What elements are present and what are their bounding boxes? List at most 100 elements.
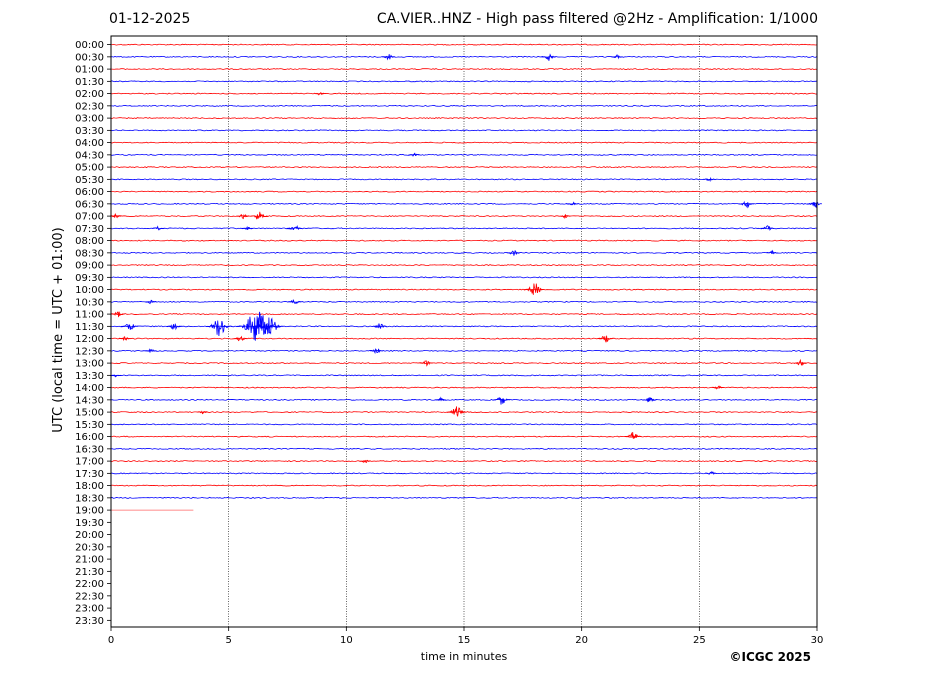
x-tick-labels: 0 5 10 15 20 25 30 bbox=[108, 627, 824, 646]
seismic-event bbox=[166, 323, 182, 331]
y-tick-label: 00:00 bbox=[75, 40, 104, 51]
seismic-event bbox=[109, 212, 122, 219]
seismic-event bbox=[738, 200, 754, 209]
seismic-event bbox=[540, 53, 557, 61]
trace-17:00 bbox=[110, 460, 818, 463]
y-tick-label: 17:00 bbox=[75, 457, 104, 468]
y-axis-label: UTC (local time = UTC + 01:00) bbox=[51, 227, 66, 432]
y-tick-label: 21:30 bbox=[75, 567, 104, 578]
y-tick-label: 10:30 bbox=[75, 297, 104, 308]
trace-18:00 bbox=[110, 484, 818, 487]
date-label: 01-12-2025 bbox=[109, 11, 191, 27]
y-tick-label: 09:00 bbox=[75, 261, 104, 272]
y-tick-label: 01:30 bbox=[75, 77, 104, 88]
y-tick-label: 14:00 bbox=[75, 383, 104, 394]
x-axis-label: time in minutes bbox=[421, 650, 508, 663]
y-tick-label: 13:30 bbox=[75, 371, 104, 382]
y-tick-label: 14:30 bbox=[75, 395, 104, 406]
seismic-event bbox=[760, 225, 775, 231]
trace-02:00 bbox=[110, 92, 818, 95]
trace-13:30 bbox=[110, 374, 818, 377]
trace-10:30 bbox=[110, 300, 818, 303]
seismic-event bbox=[371, 323, 387, 329]
trace-13:00 bbox=[110, 362, 818, 365]
seismic-event bbox=[120, 323, 139, 330]
trace-09:00 bbox=[110, 264, 818, 267]
seismic-event bbox=[152, 225, 164, 231]
y-tick-label: 22:30 bbox=[75, 591, 104, 602]
y-tick-label: 11:30 bbox=[75, 322, 104, 333]
y-tick-label: 03:00 bbox=[75, 114, 104, 125]
y-tick-label: 12:00 bbox=[75, 334, 104, 345]
seismic-event bbox=[712, 385, 724, 390]
trace-16:30 bbox=[110, 447, 818, 450]
seismic-event bbox=[109, 374, 122, 378]
vertical-gridlines bbox=[228, 36, 700, 627]
trace-08:00 bbox=[110, 239, 818, 242]
chart-title: CA.VIER..HNZ - High pass filtered @2Hz -… bbox=[376, 11, 818, 27]
seismic-event bbox=[643, 397, 657, 403]
trace-03:00 bbox=[110, 117, 818, 120]
seismic-event bbox=[205, 320, 233, 336]
y-tick-label: 19:30 bbox=[75, 518, 104, 529]
y-tick-label: 08:30 bbox=[75, 248, 104, 259]
seismic-event bbox=[434, 396, 447, 402]
seismic-event bbox=[610, 54, 623, 60]
y-tick-label: 23:00 bbox=[75, 604, 104, 615]
seismic-event bbox=[144, 348, 157, 353]
seismic-event bbox=[806, 201, 823, 209]
seismic-event bbox=[506, 250, 520, 256]
seismic-event bbox=[359, 459, 371, 463]
seismic-event bbox=[624, 431, 642, 439]
trace-07:30 bbox=[110, 227, 818, 230]
y-tick-label: 01:00 bbox=[75, 65, 104, 76]
trace-11:00 bbox=[110, 313, 818, 316]
trace-08:30 bbox=[110, 251, 818, 254]
trace-00:00 bbox=[110, 43, 818, 46]
trace-18:30 bbox=[110, 496, 818, 499]
trace-05:00 bbox=[110, 166, 818, 169]
x-tick-label: 15 bbox=[458, 635, 471, 646]
seismic-event bbox=[236, 311, 277, 341]
y-tick-label: 11:00 bbox=[75, 310, 104, 321]
seismic-event bbox=[447, 406, 467, 418]
seismic-event bbox=[235, 213, 250, 220]
y-tick-label: 20:30 bbox=[75, 542, 104, 553]
trace-05:30 bbox=[110, 178, 818, 181]
trace-07:00 bbox=[110, 215, 818, 218]
seismic-event bbox=[597, 335, 613, 343]
seismic-event bbox=[111, 311, 125, 318]
y-tick-label: 07:30 bbox=[75, 224, 104, 235]
trace-03:30 bbox=[110, 129, 818, 132]
y-tick-label: 20:00 bbox=[75, 530, 104, 541]
y-tick-label: 17:30 bbox=[75, 469, 104, 480]
y-tick-label: 18:00 bbox=[75, 481, 104, 492]
seismic-event bbox=[704, 470, 717, 475]
y-tick-label: 13:00 bbox=[75, 359, 104, 370]
seismic-event bbox=[382, 54, 396, 61]
y-tick-label: 21:00 bbox=[75, 555, 104, 566]
y-tick-label: 07:00 bbox=[75, 212, 104, 223]
trace-12:30 bbox=[110, 349, 818, 352]
x-tick-label: 10 bbox=[340, 635, 353, 646]
x-tick-label: 30 bbox=[811, 635, 824, 646]
trace-12:00 bbox=[110, 337, 818, 340]
y-tick-label: 04:00 bbox=[75, 138, 104, 149]
seismic-event bbox=[702, 176, 715, 183]
y-tick-label: 19:00 bbox=[75, 506, 104, 517]
seismic-event bbox=[286, 224, 303, 230]
y-tick-label: 05:00 bbox=[75, 163, 104, 174]
y-tick-label: 02:00 bbox=[75, 89, 104, 100]
y-tick-label: 16:30 bbox=[75, 444, 104, 455]
seismic-traces bbox=[109, 43, 823, 511]
y-tick-label: 03:30 bbox=[75, 126, 104, 137]
y-tick-label: 05:30 bbox=[75, 175, 104, 186]
y-tick-label: 09:30 bbox=[75, 273, 104, 284]
x-tick-label: 0 bbox=[108, 635, 114, 646]
trace-17:30 bbox=[110, 472, 818, 475]
x-tick-label: 25 bbox=[693, 635, 706, 646]
trace-06:00 bbox=[110, 190, 818, 193]
y-tick-label: 08:00 bbox=[75, 236, 104, 247]
